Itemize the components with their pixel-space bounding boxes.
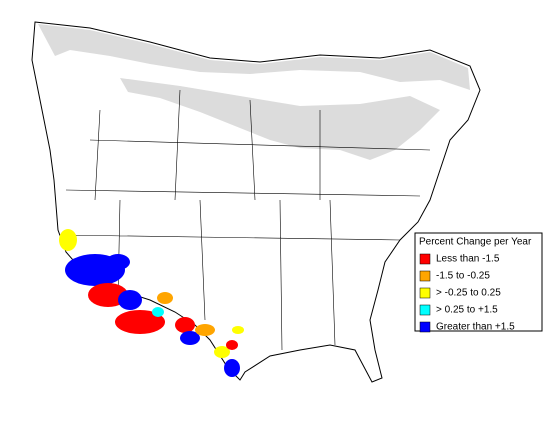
legend-label: > 0.25 to +1.5 [436,305,498,316]
legend-label: Less than -1.5 [436,254,500,265]
legend-label: Greater than +1.5 [436,322,515,333]
legend-label: > -0.25 to 0.25 [436,288,501,299]
legend: Less than -1.5 -1.5 to -0.25 > -0.25 to 0.… [419,253,515,333]
trend-patch [152,307,164,317]
legend-swatch [419,304,431,316]
trend-patch [226,340,238,350]
trend-patch [214,346,230,358]
trend-patch [88,283,128,307]
trend-patch [232,326,244,334]
trend-patch [115,310,165,334]
trend-patch [195,324,215,336]
legend-swatch [419,270,431,282]
legend-box [414,232,543,332]
legend-swatch [419,287,431,299]
boreal-region [120,78,440,160]
trend-patches [59,229,244,377]
trend-patch [180,331,200,345]
legend-title: Percent Change per Year [419,237,532,248]
arctic-region [38,24,470,90]
trend-patch [106,254,130,270]
trend-patch [157,292,173,304]
legend-swatch [419,253,431,265]
trend-patch [175,317,195,333]
legend-swatch [419,321,431,333]
trend-patch [224,359,240,377]
legend-label: -1.5 to -0.25 [436,271,490,282]
border-lines [59,89,431,351]
trend-patch [59,229,77,251]
trend-patch [118,290,142,310]
